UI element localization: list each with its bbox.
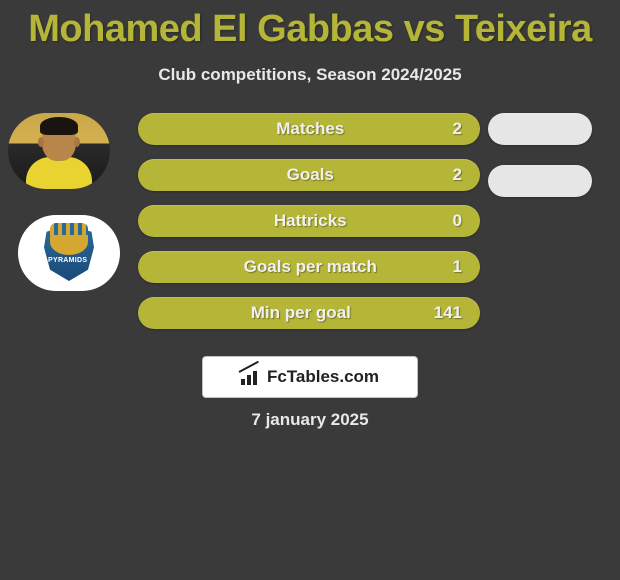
page-title: Mohamed El Gabbas vs Teixeira xyxy=(0,0,620,51)
stat-value: 0 xyxy=(453,211,480,231)
subtitle: Club competitions, Season 2024/2025 xyxy=(0,65,620,85)
stat-value: 141 xyxy=(434,303,480,323)
opponent-stat-pill xyxy=(488,165,592,197)
club-logo-text: PYRAMIDS xyxy=(48,257,87,264)
date-label: 7 january 2025 xyxy=(0,410,620,430)
club-logo: PYRAMIDS xyxy=(18,215,120,291)
site-name: FcTables.com xyxy=(267,367,379,387)
opponent-stat-pill xyxy=(488,113,592,145)
stat-bar: Hattricks0 xyxy=(138,205,480,237)
stat-bar: Min per goal141 xyxy=(138,297,480,329)
stat-label: Hattricks xyxy=(138,211,453,231)
player-avatar xyxy=(8,113,110,189)
stat-label: Min per goal xyxy=(138,303,434,323)
stat-bar: Goals2 xyxy=(138,159,480,191)
chart-icon xyxy=(241,369,261,385)
stat-label: Goals xyxy=(138,165,453,185)
stat-label: Goals per match xyxy=(138,257,453,277)
stats-area: PYRAMIDS Matches2Goals2Hattricks0Goals p… xyxy=(0,113,620,353)
site-badge: FcTables.com xyxy=(202,356,418,398)
stat-value: 1 xyxy=(453,257,480,277)
stat-value: 2 xyxy=(453,119,480,139)
stat-value: 2 xyxy=(453,165,480,185)
stat-label: Matches xyxy=(138,119,453,139)
stat-bar: Goals per match1 xyxy=(138,251,480,283)
stat-bar: Matches2 xyxy=(138,113,480,145)
